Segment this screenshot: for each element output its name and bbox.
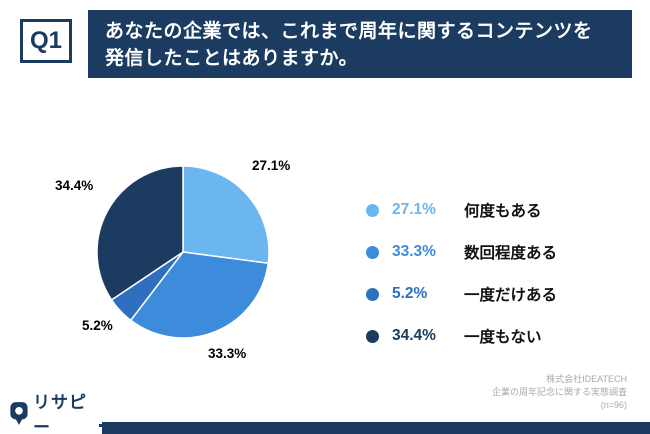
source-company: 株式会社IDEATECH bbox=[546, 374, 627, 384]
question-title-line1: あなたの企業では、これまで周年に関するコンテンツを bbox=[105, 21, 593, 42]
legend-label: 数回程度ある bbox=[464, 245, 558, 262]
legend-percentage: 34.4% bbox=[392, 327, 436, 344]
legend-row: 5.2% 一度だけある bbox=[366, 273, 557, 315]
pie-chart-svg bbox=[96, 165, 270, 339]
source-note: 株式会社IDEATECH 企業の周年記念に関する実態調査 (n=96) bbox=[492, 373, 627, 412]
legend-label: 一度だけある bbox=[464, 287, 558, 304]
pie-slice-1 bbox=[129, 251, 269, 339]
source-sample-size: (n=96) bbox=[600, 400, 627, 410]
legend-percentage: 5.2% bbox=[392, 285, 428, 302]
legend-row: 34.4% 一度もない bbox=[366, 315, 557, 357]
pie-chart bbox=[95, 164, 271, 340]
legend-row: 27.1% 何度もある bbox=[366, 189, 557, 231]
legend-dot bbox=[366, 203, 379, 217]
brand-logo: リサピー bbox=[0, 392, 102, 434]
pie-label-many-times: 27.1% bbox=[252, 158, 291, 173]
legend-label: 一度もない bbox=[464, 329, 542, 346]
legend-dot bbox=[366, 329, 379, 343]
question-number-label: Q1 bbox=[29, 27, 62, 54]
source-survey-name: 企業の周年記念に関する実態調査 bbox=[491, 387, 627, 397]
pie-label-once: 5.2% bbox=[82, 318, 113, 333]
legend-dot bbox=[366, 287, 379, 301]
legend-label: 何度もある bbox=[464, 203, 542, 220]
question-title-line2: 発信したことはありますか。 bbox=[105, 48, 359, 69]
pie-label-several-times: 33.3% bbox=[208, 346, 247, 361]
pie-slice-0 bbox=[182, 165, 270, 265]
legend-percentage: 27.1% bbox=[392, 201, 436, 218]
question-title-box: あなたの企業では、これまで周年に関するコンテンツを 発信したことはありますか。 bbox=[88, 10, 632, 78]
question-number-box: Q1 bbox=[20, 19, 72, 63]
brand-logo-text: リサピー bbox=[32, 393, 87, 434]
chart-legend: 27.1% 何度もある 33.3% 数回程度ある 5.2% 一度だけある 34.… bbox=[366, 189, 557, 357]
map-pin-icon bbox=[10, 401, 28, 425]
brand-logo-mark bbox=[99, 424, 102, 427]
legend-percentage: 33.3% bbox=[392, 243, 436, 260]
pie-label-never: 34.4% bbox=[55, 178, 94, 193]
pie-slice-3 bbox=[96, 165, 184, 301]
legend-row: 33.3% 数回程度ある bbox=[366, 231, 557, 273]
footer-bar bbox=[0, 422, 650, 434]
legend-dot bbox=[366, 245, 379, 259]
